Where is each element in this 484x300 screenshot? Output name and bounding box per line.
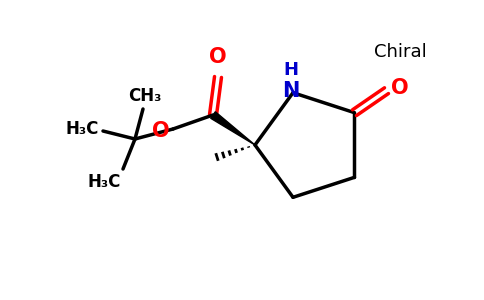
Text: H: H	[284, 61, 299, 79]
Polygon shape	[211, 112, 255, 145]
Text: Chiral: Chiral	[374, 43, 426, 61]
Text: O: O	[209, 47, 227, 67]
Text: CH₃: CH₃	[128, 87, 162, 105]
Text: O: O	[152, 121, 170, 141]
Text: O: O	[392, 78, 409, 98]
Text: H₃C: H₃C	[88, 173, 121, 191]
Text: N: N	[282, 81, 300, 101]
Text: H₃C: H₃C	[66, 120, 99, 138]
